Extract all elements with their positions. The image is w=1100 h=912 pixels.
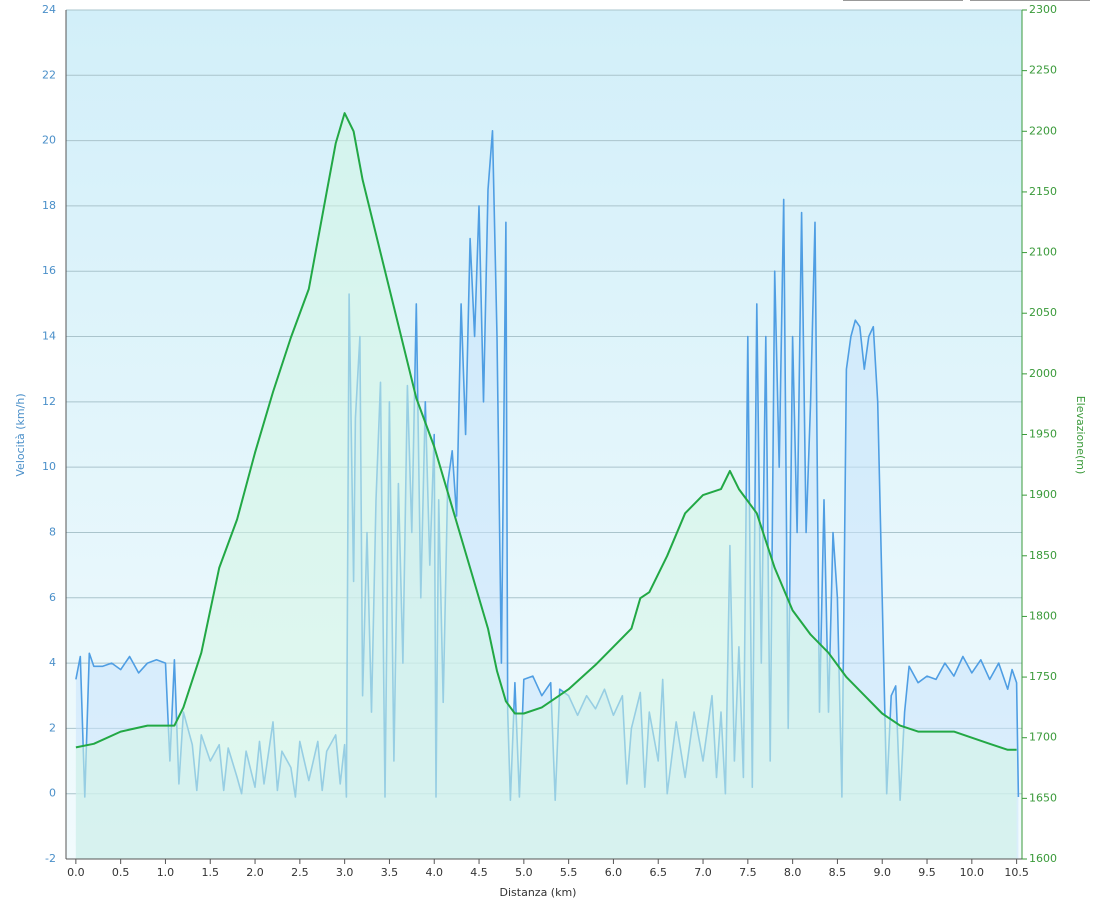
x-axis-label: Distanza (km) (500, 886, 577, 899)
x-tick-label: 9.0 (873, 866, 891, 879)
x-tick-label: 3.0 (336, 866, 354, 879)
x-tick-label: 5.5 (560, 866, 578, 879)
y2-tick-label: 1800 (1029, 609, 1057, 622)
x-tick-label: 4.0 (425, 866, 443, 879)
x-tick-label: 10.5 (1004, 866, 1029, 879)
y-tick-label: 20 (42, 134, 56, 147)
y2-tick-label: 1600 (1029, 852, 1057, 865)
button[interactable] (970, 0, 1090, 1)
y2-tick-label: 1650 (1029, 791, 1057, 804)
x-tick-label: 0.0 (67, 866, 85, 879)
x-tick-label: 10.0 (960, 866, 985, 879)
x-tick-label: 1.5 (202, 866, 220, 879)
y-tick-label: 10 (42, 460, 56, 473)
y2-tick-label: 1900 (1029, 488, 1057, 501)
y-tick-label: 6 (49, 591, 56, 604)
y-tick-label: 14 (42, 330, 56, 343)
y-axis-label: Velocità (km/h) (14, 393, 27, 476)
y2-tick-label: 1750 (1029, 670, 1057, 683)
y2-tick-label: 2200 (1029, 124, 1057, 137)
y-tick-label: -2 (45, 852, 56, 865)
y2-tick-label: 2100 (1029, 246, 1057, 259)
y-tick-label: 0 (49, 787, 56, 800)
y-tick-label: 24 (42, 3, 56, 16)
y2-tick-label: 1700 (1029, 731, 1057, 744)
y2-tick-label: 2050 (1029, 306, 1057, 319)
button[interactable] (843, 0, 963, 1)
y-tick-label: 2 (49, 721, 56, 734)
y2-tick-label: 1850 (1029, 549, 1057, 562)
x-tick-label: 3.5 (381, 866, 399, 879)
x-tick-label: 9.5 (918, 866, 936, 879)
x-tick-label: 5.0 (515, 866, 533, 879)
y-tick-label: 22 (42, 68, 56, 81)
x-tick-label: 2.0 (246, 866, 264, 879)
x-tick-label: 2.5 (291, 866, 309, 879)
y-tick-label: 8 (49, 525, 56, 538)
x-tick-label: 7.5 (739, 866, 757, 879)
x-tick-label: 8.0 (784, 866, 802, 879)
x-tick-label: 7.0 (694, 866, 712, 879)
y2-tick-label: 2300 (1029, 3, 1057, 16)
y-tick-label: 16 (42, 264, 56, 277)
y2-tick-label: 2150 (1029, 185, 1057, 198)
y2-tick-label: 1950 (1029, 428, 1057, 441)
x-tick-label: 4.5 (470, 866, 488, 879)
x-tick-label: 8.5 (829, 866, 847, 879)
line (75, 112, 1017, 751)
x-tick-label: 6.0 (605, 866, 623, 879)
y-tick-label: 18 (42, 199, 56, 212)
y2-tick-label: 2000 (1029, 367, 1057, 380)
y2-tick-label: 2250 (1029, 64, 1057, 77)
y-tick-label: 4 (49, 656, 56, 669)
y-tick-label: 12 (42, 395, 56, 408)
area (75, 113, 1017, 860)
y2-axis-label: Elevazione(m) (1074, 396, 1087, 475)
x-tick-label: 0.5 (112, 866, 130, 879)
x-tick-label: 6.5 (649, 866, 667, 879)
x-tick-label: 1.0 (157, 866, 175, 879)
